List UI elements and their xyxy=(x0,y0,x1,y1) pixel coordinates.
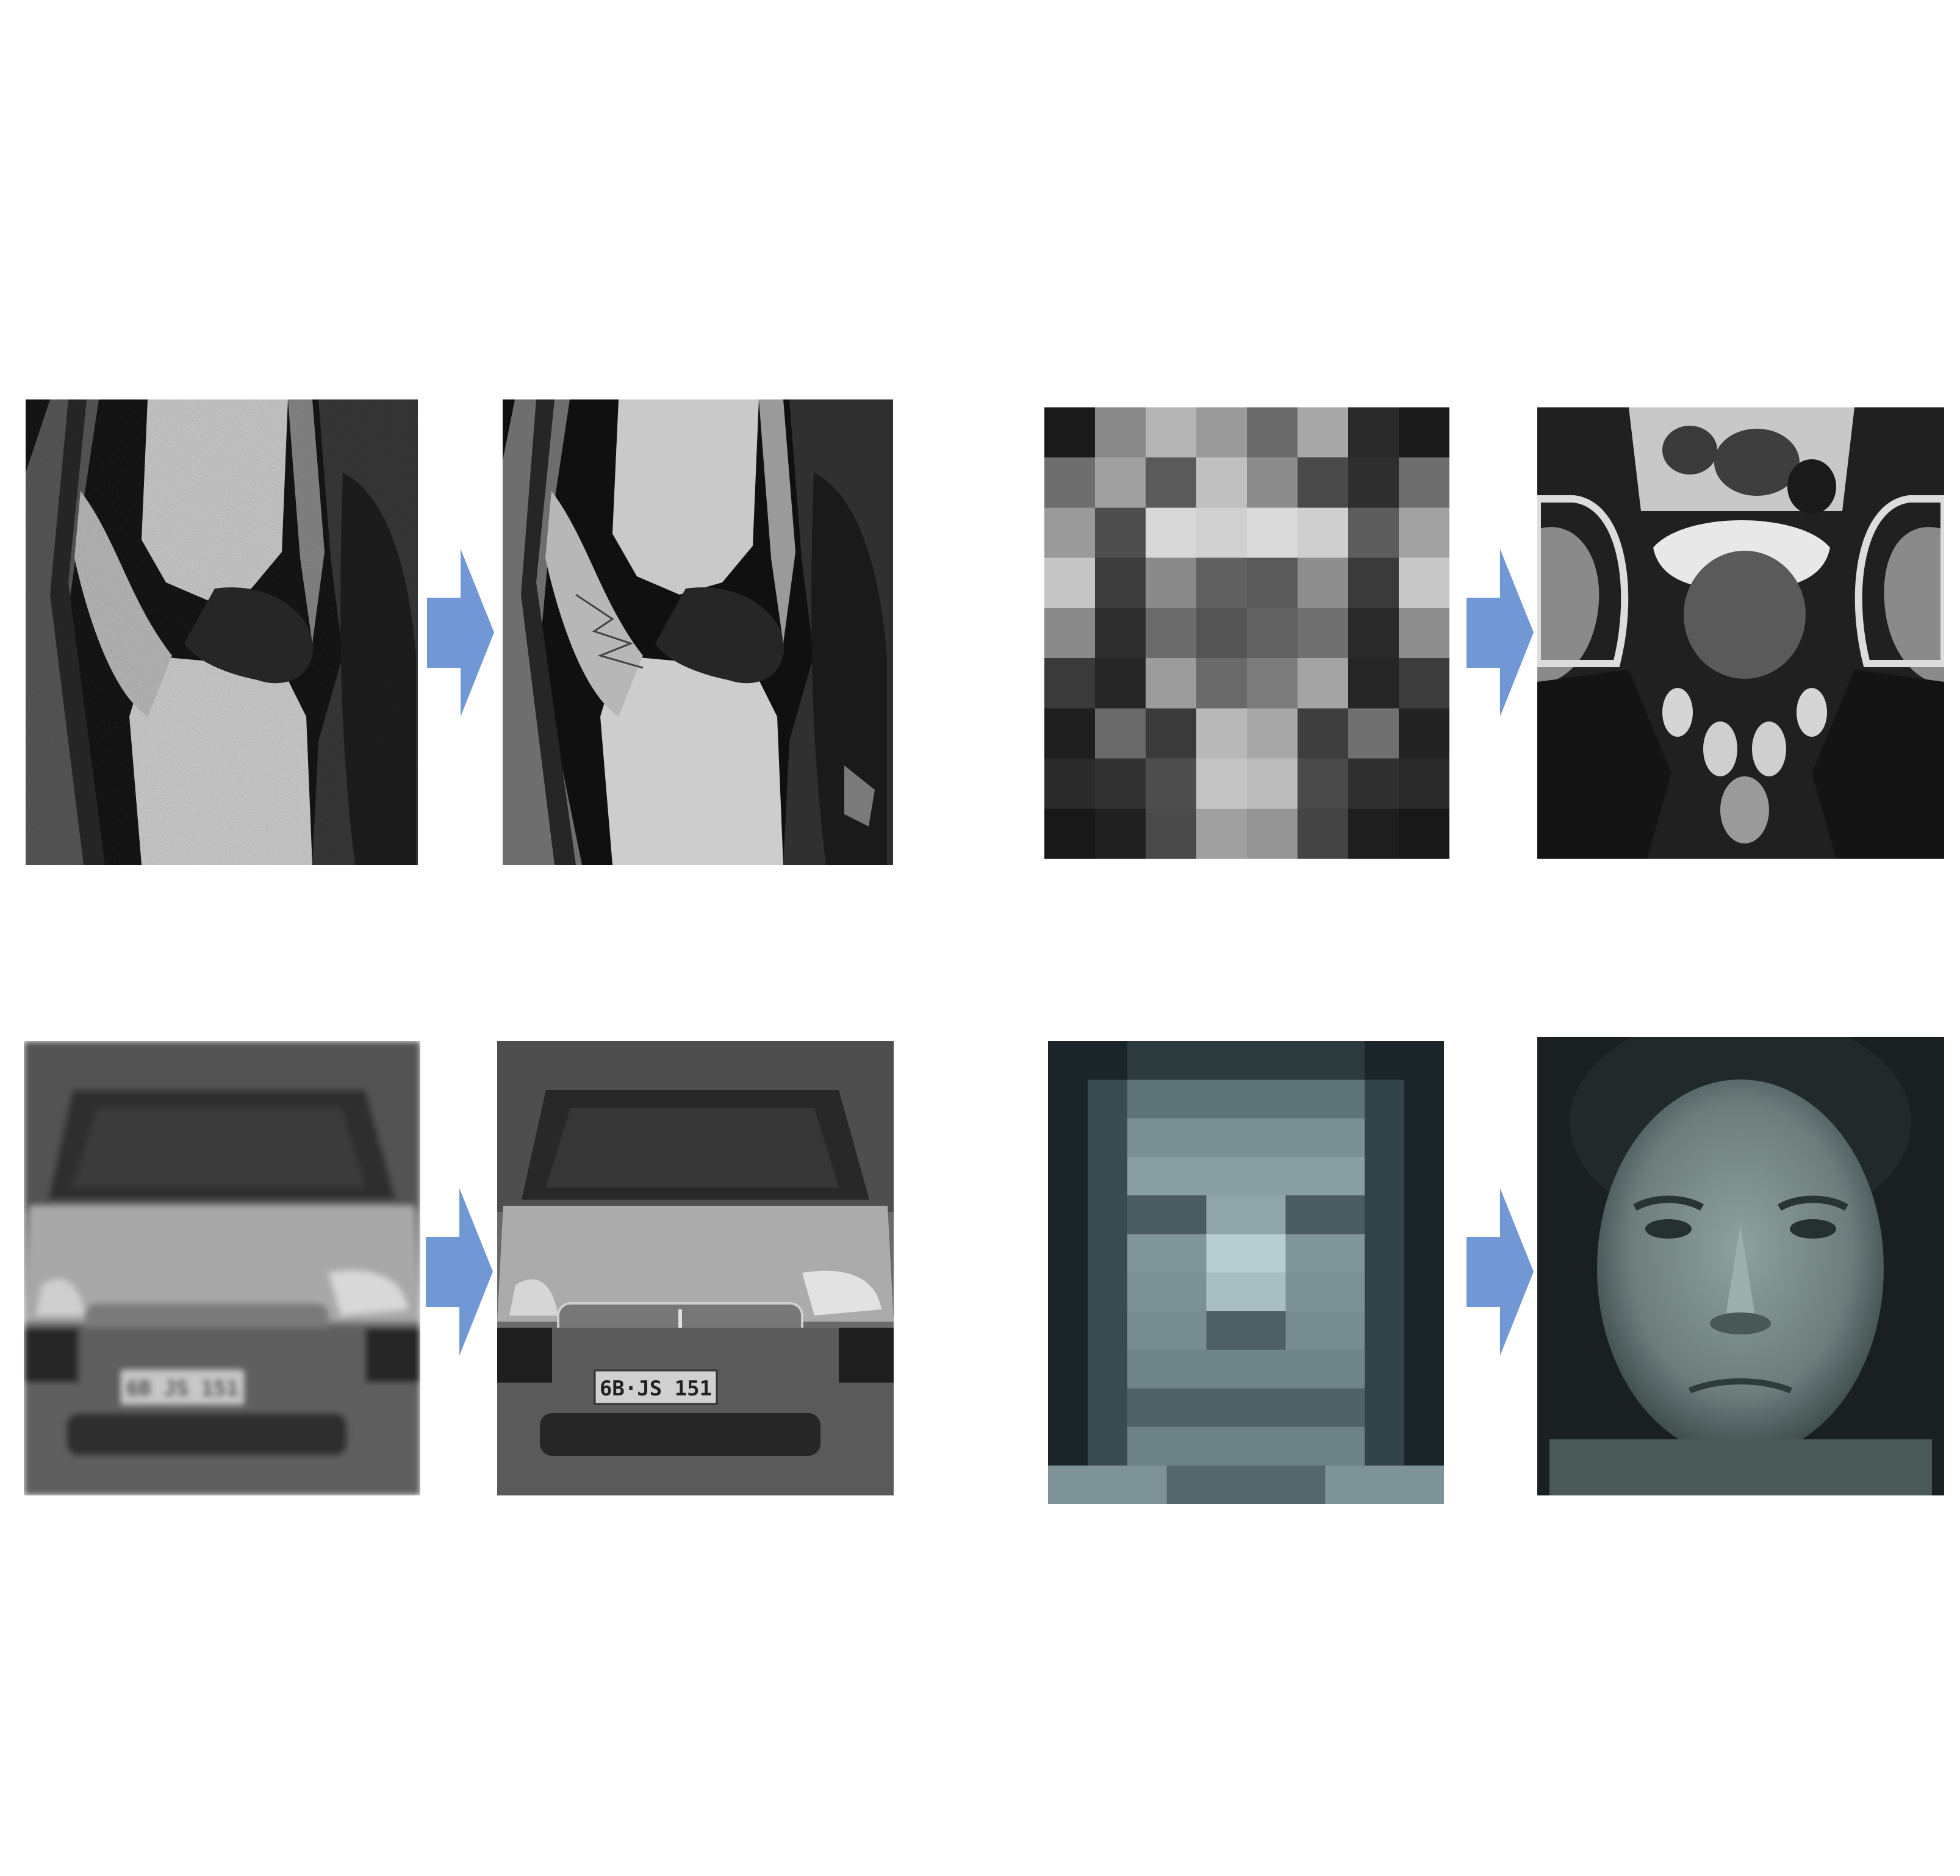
face-smooth-image xyxy=(1537,1037,1944,1495)
license-plate-text: 6B JS 151 xyxy=(126,1377,239,1401)
car-sharp-image: 6B·JS 151 xyxy=(497,1041,894,1495)
pelvis-mri-sharp-image xyxy=(1537,407,1944,859)
car-blurry-image: 6B JS 151 xyxy=(24,1041,420,1495)
arrow-right-icon xyxy=(426,1188,493,1356)
license-plate-text: 6B·JS 151 xyxy=(600,1377,712,1401)
knee-mri-noisy-image xyxy=(26,399,418,865)
arrow-right-icon xyxy=(427,549,494,717)
pelvis-mri-pixelated-image xyxy=(1044,407,1449,859)
face-pixelated-image xyxy=(1048,1041,1444,1504)
arrow-right-icon xyxy=(1466,1188,1534,1356)
arrow-right-icon xyxy=(1466,549,1534,717)
knee-mri-clean-image xyxy=(503,399,893,865)
